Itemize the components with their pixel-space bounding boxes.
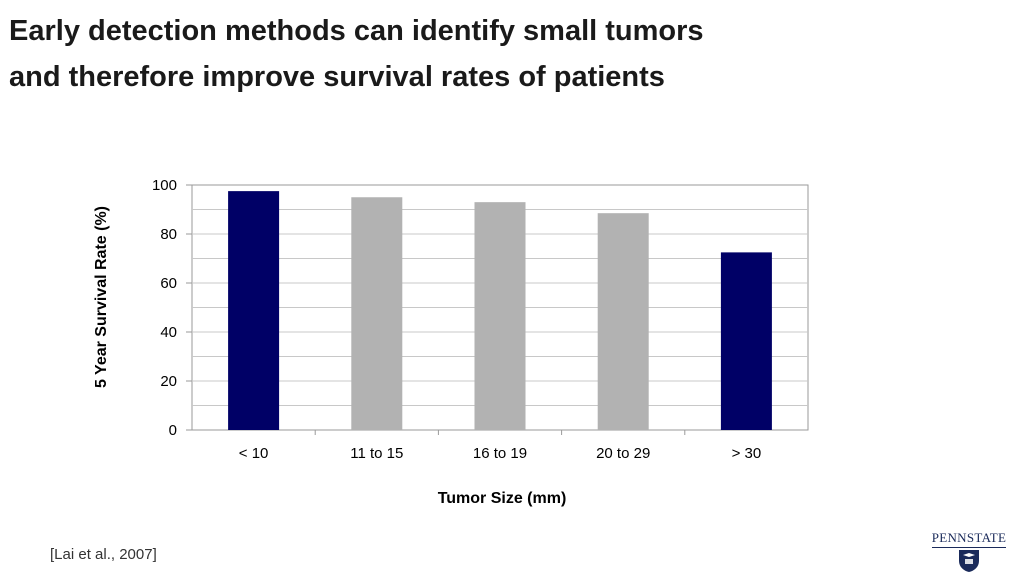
y-tick-label: 20 <box>160 373 177 390</box>
title-line-1: Early detection methods can identify sma… <box>9 15 704 47</box>
bar <box>474 202 526 430</box>
y-axis-label: 5 Year Survival Rate (%) <box>93 206 110 388</box>
x-tick-label: 11 to 15 <box>350 445 403 462</box>
y-tick-label: 80 <box>160 226 177 243</box>
x-tick-label: < 10 <box>239 445 269 462</box>
x-tick-label: 16 to 19 <box>473 445 527 462</box>
y-tick-label: 40 <box>160 324 177 341</box>
y-tick-label: 100 <box>152 177 177 194</box>
bars <box>228 191 772 430</box>
x-tick-label: > 30 <box>732 445 762 462</box>
bar <box>597 213 649 430</box>
citation: [Lai et al., 2007] <box>50 546 157 563</box>
y-tick-label: 60 <box>160 275 177 292</box>
slide-title: Early detection methods can identify sma… <box>9 8 909 100</box>
x-axis-label: Tumor Size (mm) <box>438 490 567 507</box>
logo-rule <box>932 547 1006 548</box>
logo-wordmark: PENNSTATE <box>931 530 1007 545</box>
title-line-2: and therefore improve survival rates of … <box>9 61 665 93</box>
bar <box>228 191 280 430</box>
x-tick-labels: < 10 11 to 15 16 to 19 20 to 29 > 30 <box>239 430 761 462</box>
bar <box>351 197 403 430</box>
shield-icon <box>959 550 979 572</box>
x-tick-label: 20 to 29 <box>596 445 650 462</box>
pennstate-logo: PENNSTATE <box>928 528 1010 574</box>
y-tick-label: 0 <box>169 422 177 439</box>
bar <box>720 252 772 430</box>
y-tick-labels: 0 20 40 60 80 100 <box>152 177 192 439</box>
